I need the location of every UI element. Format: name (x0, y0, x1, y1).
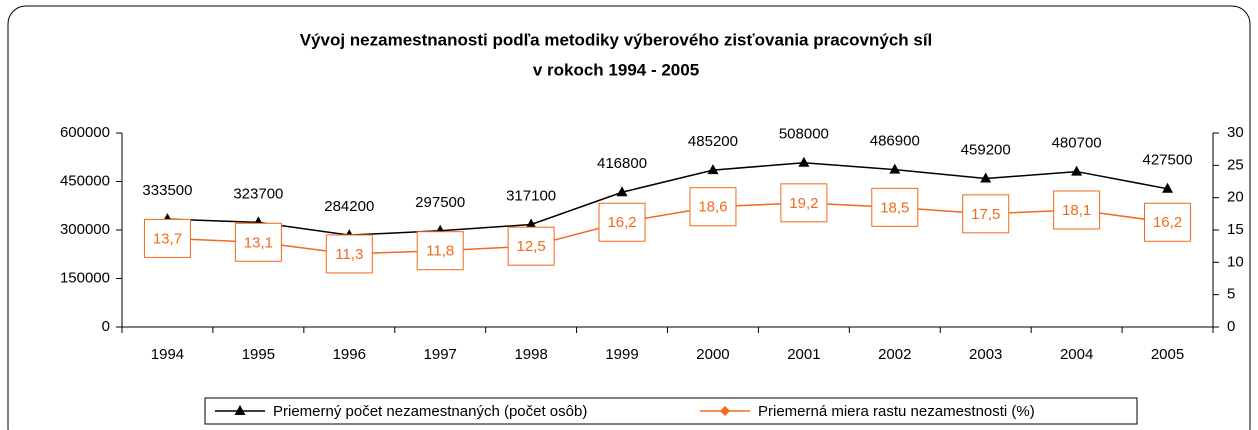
marker (980, 172, 992, 183)
legend (204, 397, 1138, 425)
series-line (167, 161, 1168, 236)
chart-title: v rokoch 1994 - 2005 (533, 60, 699, 79)
y-tick-label: 450000 (60, 172, 110, 189)
value-label: 323700 (233, 185, 283, 202)
y-tick-label: 300000 (60, 221, 110, 238)
value-label-box (325, 234, 373, 274)
value-label-box (689, 187, 737, 227)
x-tick-label: 1994 (151, 346, 184, 363)
x-tick-label: 1995 (242, 346, 275, 363)
x-tick-label: 2002 (878, 346, 911, 363)
marker (1071, 165, 1083, 176)
chart-title: Vývoj nezamestnanosti podľa metodiky výb… (300, 30, 933, 49)
y-tick-label: 0 (102, 318, 110, 335)
value-label-box (234, 222, 282, 262)
x-tick-label: 2004 (1060, 346, 1093, 363)
y2-tick-label: 0 (1227, 318, 1235, 335)
y2-tick-label: 25 (1227, 156, 1244, 173)
value-label-box (1144, 202, 1192, 242)
legend-label: Priemerný počet nezamestnaných (počet os… (273, 403, 587, 420)
value-label: 12,5 (517, 238, 546, 255)
x-tick-label: 2003 (969, 346, 1002, 363)
value-label: 17,5 (971, 206, 1000, 223)
marker (616, 186, 628, 197)
x-tick-label: 2001 (787, 346, 820, 363)
y2-tick-label: 30 (1227, 124, 1244, 141)
value-label: 11,3 (335, 246, 363, 263)
marker (707, 164, 719, 175)
legend-label: Priemerná miera rastu nezamestnosti (%) (758, 403, 1035, 420)
value-label: 11,8 (426, 243, 454, 260)
value-label: 16,2 (1153, 214, 1182, 231)
value-label: 297500 (415, 194, 465, 211)
marker (889, 163, 901, 174)
value-label: 18,1 (1062, 202, 1091, 219)
value-label-box (416, 231, 464, 271)
marker (720, 406, 730, 416)
value-label-box (962, 194, 1010, 234)
value-label: 284200 (324, 198, 374, 215)
y-tick-label: 150000 (60, 269, 110, 286)
value-label: 18,6 (698, 199, 727, 216)
value-label: 486900 (870, 133, 920, 150)
value-label-box (143, 218, 191, 258)
value-label: 13,7 (153, 230, 182, 247)
x-tick-label: 2000 (696, 346, 729, 363)
y2-tick-label: 10 (1227, 253, 1244, 270)
y2-tick-label: 5 (1227, 286, 1235, 303)
x-tick-label: 1997 (424, 346, 457, 363)
marker (234, 405, 246, 415)
y-tick-label: 600000 (60, 124, 110, 141)
value-label: 317100 (506, 187, 556, 204)
value-label-box (507, 226, 555, 266)
value-label: 333500 (142, 182, 192, 199)
x-tick-label: 1999 (605, 346, 638, 363)
y2-tick-label: 20 (1227, 189, 1244, 206)
value-label: 427500 (1143, 152, 1193, 169)
value-label-box (780, 183, 828, 223)
value-label: 459200 (961, 141, 1011, 158)
y2-tick-label: 15 (1227, 221, 1244, 238)
value-label: 13,1 (244, 234, 273, 251)
value-label-box (1053, 190, 1101, 230)
value-label: 18,5 (880, 199, 909, 216)
marker (798, 156, 810, 167)
value-label: 485200 (688, 133, 738, 150)
value-label: 508000 (779, 126, 829, 143)
x-tick-label: 1998 (514, 346, 547, 363)
value-label-box (871, 187, 919, 227)
marker (1162, 182, 1174, 193)
value-label-box (598, 202, 646, 242)
value-label: 480700 (1052, 135, 1102, 152)
value-label: 16,2 (607, 214, 636, 231)
value-label: 416800 (597, 155, 647, 172)
x-tick-label: 1996 (333, 346, 366, 363)
marker (525, 218, 537, 229)
x-tick-label: 2005 (1151, 346, 1184, 363)
value-label: 19,2 (789, 195, 818, 212)
